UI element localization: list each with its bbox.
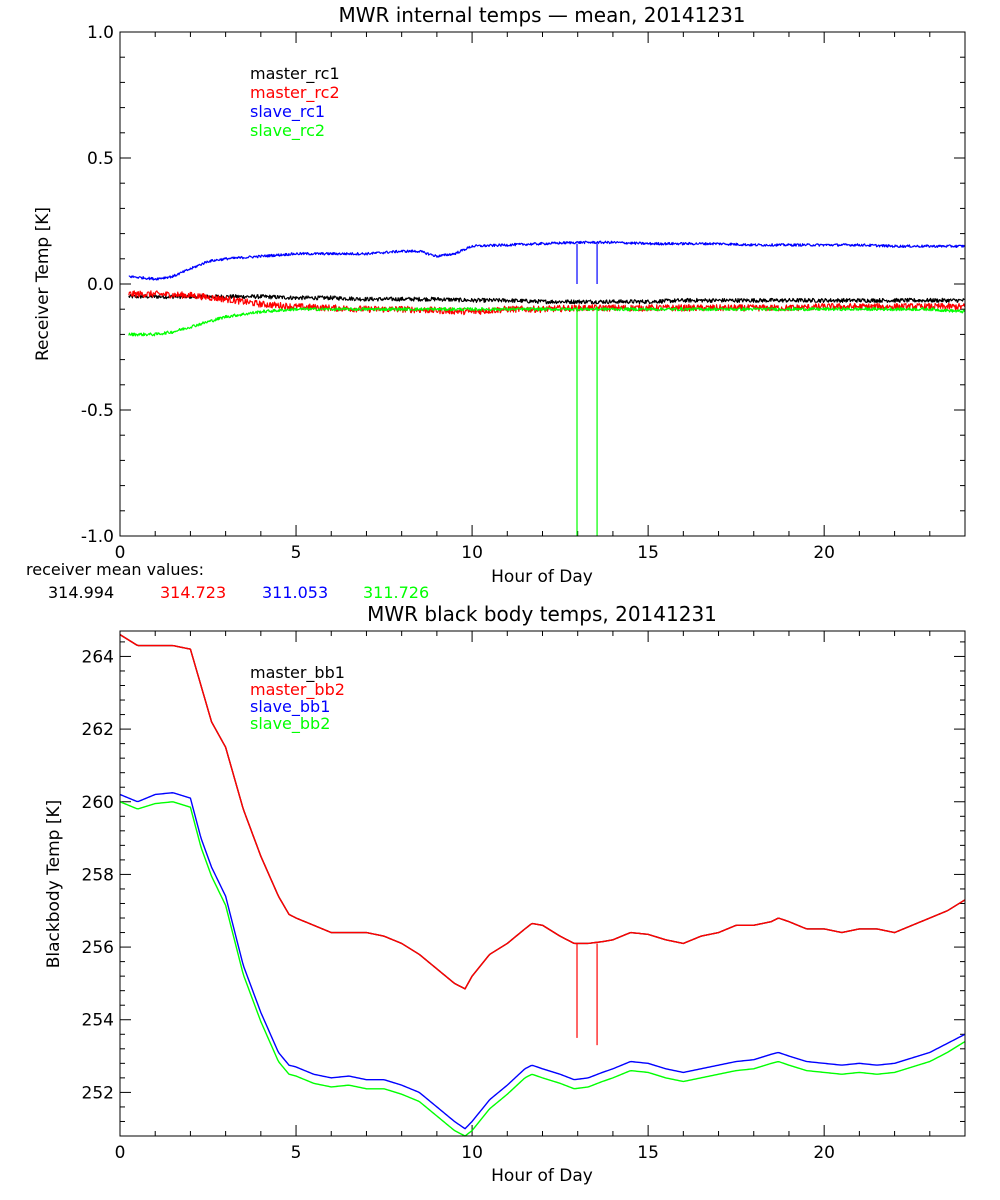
- y-axis-label: Blackbody Temp [K]: [44, 800, 64, 969]
- tick-labels: 0 5 10 15 20 -1.0 -0.5 0.0 0.5 1.0: [81, 23, 835, 563]
- y-tick-label: -1.0: [81, 527, 114, 547]
- receiver-mean-label: receiver mean values:: [26, 560, 204, 579]
- y-tick-label: 264: [82, 647, 114, 667]
- x-tick-label: 0: [115, 543, 126, 563]
- legend-entry: slave_bb1: [250, 697, 330, 717]
- y-tick-label: -0.5: [81, 401, 114, 421]
- y-tick-label: 0.5: [87, 149, 114, 169]
- spike-lines: [576, 943, 598, 1046]
- y-axis-label: Receiver Temp [K]: [33, 207, 53, 361]
- x-tick-label: 5: [291, 543, 302, 563]
- receiver-mean-value: 314.723: [160, 583, 226, 602]
- x-tick-label: 0: [115, 1143, 126, 1163]
- y-tick-label: 1.0: [87, 23, 114, 43]
- legend-entry: slave_rc2: [250, 121, 325, 141]
- axis-ticks: [119, 31, 966, 537]
- series-line-slave_bb2: [119, 801, 966, 1137]
- plot-frame: [119, 31, 966, 537]
- x-tick-label: 20: [813, 543, 835, 563]
- y-tick-label: 252: [82, 1083, 114, 1103]
- data-series: [128, 240, 966, 337]
- series-line-master_bb2: [119, 634, 966, 990]
- x-tick-label: 15: [637, 543, 659, 563]
- y-tick-label: 262: [82, 720, 114, 740]
- legend-entry: master_bb1: [250, 663, 345, 683]
- data-series: [119, 634, 966, 1137]
- x-tick-label: 5: [291, 1143, 302, 1163]
- series-line-slave_rc1: [128, 240, 966, 281]
- x-tick-label: 20: [813, 1143, 835, 1163]
- receiver-temp-chart: MWR internal temps — mean, 20141231 0 5 10…: [33, 3, 966, 587]
- receiver-mean-value: 311.726: [363, 583, 429, 602]
- series-line-master_rc2: [128, 290, 966, 316]
- series-line-master_rc1: [128, 293, 966, 305]
- spike-lines: [576, 243, 598, 536]
- legend-entry: master_rc2: [250, 83, 340, 103]
- legend-entry: master_rc1: [250, 64, 340, 84]
- plot-frame: [119, 630, 966, 1137]
- legend-entry: slave_bb2: [250, 714, 330, 734]
- series-line-slave_rc2: [128, 307, 966, 337]
- x-tick-label: 15: [637, 1143, 659, 1163]
- y-tick-label: 254: [82, 1011, 114, 1031]
- x-tick-label: 10: [461, 543, 483, 563]
- y-tick-label: 260: [82, 793, 114, 813]
- legend-entry: master_bb2: [250, 680, 345, 700]
- x-axis-label: Hour of Day: [491, 1166, 593, 1186]
- chart-title: MWR black body temps, 20141231: [367, 602, 717, 626]
- receiver-mean-values: receiver mean values: 314.994 314.723 31…: [26, 560, 429, 602]
- y-tick-label: 258: [82, 865, 114, 885]
- x-axis-label: Hour of Day: [491, 567, 593, 587]
- x-tick-label: 10: [461, 1143, 483, 1163]
- receiver-mean-value: 314.994: [48, 583, 114, 602]
- legend-entry: slave_rc1: [250, 102, 325, 122]
- chart-title: MWR internal temps — mean, 20141231: [338, 3, 745, 27]
- blackbody-temp-chart: MWR black body temps, 20141231 0 5 10 15 20 2…: [44, 602, 966, 1186]
- y-tick-label: 0.0: [87, 275, 114, 295]
- series-line-slave_bb1: [119, 792, 966, 1130]
- tick-labels: 0 5 10 15 20 252 254 256 258 260 262 264: [82, 647, 835, 1163]
- receiver-mean-value: 311.053: [262, 583, 328, 602]
- y-tick-label: 256: [82, 938, 114, 958]
